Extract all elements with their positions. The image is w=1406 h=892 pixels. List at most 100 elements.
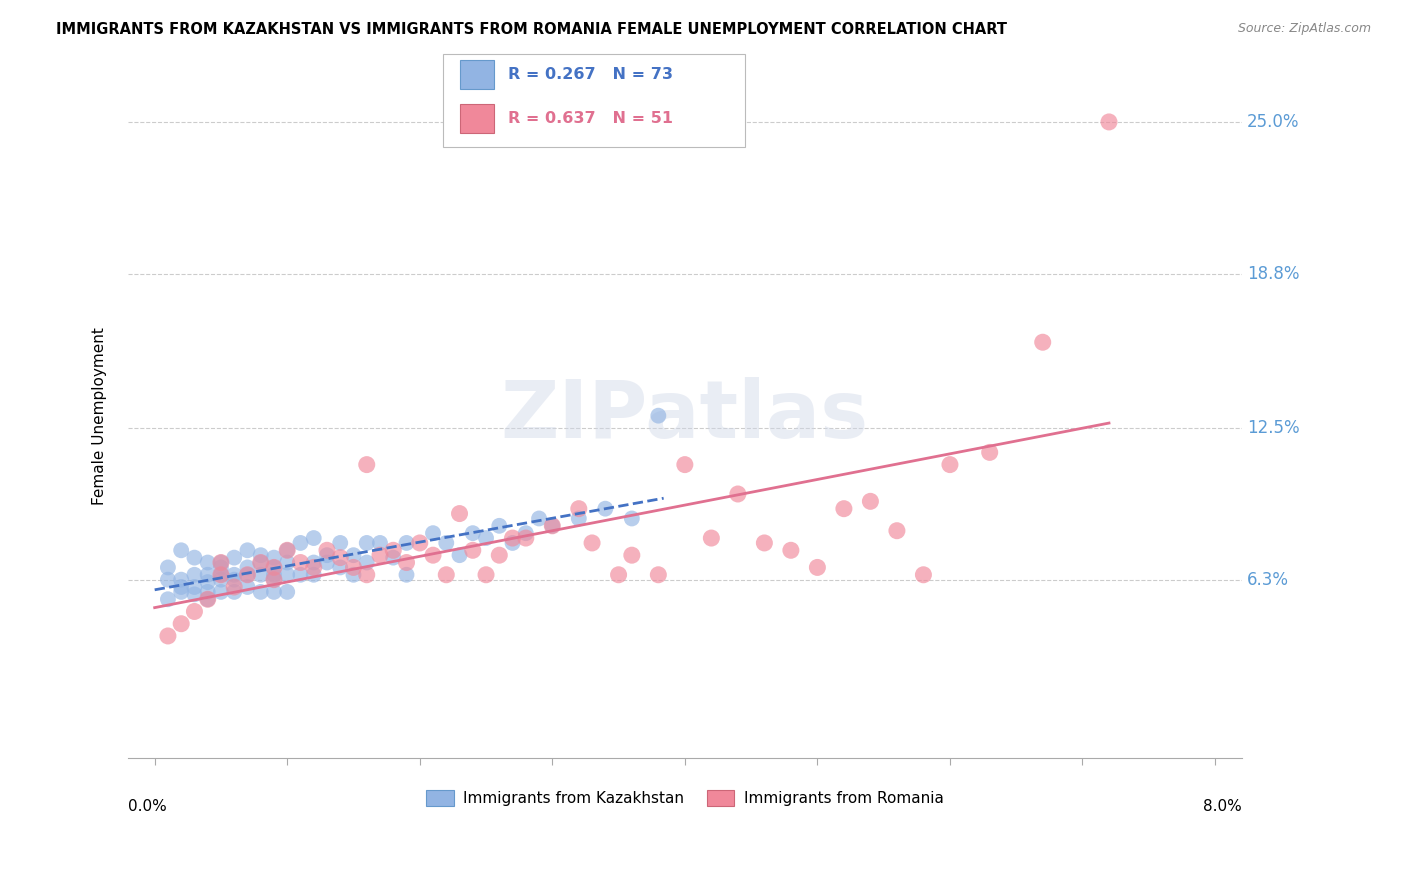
- Point: [368, 536, 391, 550]
- Text: IMMIGRANTS FROM KAZAKHSTAN VS IMMIGRANTS FROM ROMANIA FEMALE UNEMPLOYMENT CORREL: IMMIGRANTS FROM KAZAKHSTAN VS IMMIGRANTS…: [56, 22, 1007, 37]
- Text: 18.8%: 18.8%: [1247, 265, 1299, 283]
- Point: [209, 567, 232, 582]
- Point: [832, 501, 855, 516]
- Point: [329, 536, 352, 550]
- Point: [979, 445, 1001, 459]
- Point: [156, 560, 179, 574]
- Point: [886, 524, 908, 538]
- Point: [236, 567, 259, 582]
- Point: [434, 536, 457, 550]
- Point: [502, 531, 524, 545]
- Point: [780, 543, 803, 558]
- Point: [276, 585, 298, 599]
- Point: [673, 458, 696, 472]
- Point: [316, 543, 339, 558]
- Point: [342, 567, 364, 582]
- Point: [197, 592, 219, 607]
- Point: [276, 556, 298, 570]
- Point: [209, 567, 232, 582]
- Text: ZIPatlas: ZIPatlas: [501, 376, 869, 455]
- Point: [170, 580, 193, 594]
- Point: [209, 560, 232, 574]
- Point: [197, 575, 219, 590]
- Point: [183, 587, 205, 601]
- Point: [620, 548, 643, 562]
- Legend: Immigrants from Kazakhstan, Immigrants from Romania: Immigrants from Kazakhstan, Immigrants f…: [420, 784, 949, 813]
- Point: [276, 567, 298, 582]
- Point: [263, 560, 285, 574]
- Point: [209, 556, 232, 570]
- Text: Source: ZipAtlas.com: Source: ZipAtlas.com: [1237, 22, 1371, 36]
- Point: [541, 518, 564, 533]
- Point: [356, 556, 378, 570]
- Text: 12.5%: 12.5%: [1247, 419, 1299, 437]
- Point: [224, 567, 246, 582]
- Point: [700, 531, 723, 545]
- Point: [395, 567, 418, 582]
- Point: [290, 536, 312, 550]
- Point: [170, 573, 193, 587]
- Point: [342, 560, 364, 574]
- Point: [475, 531, 498, 545]
- Point: [527, 511, 550, 525]
- Point: [568, 511, 591, 525]
- Point: [329, 550, 352, 565]
- Point: [409, 536, 432, 550]
- Point: [368, 548, 391, 562]
- Point: [183, 567, 205, 582]
- Point: [316, 556, 339, 570]
- Point: [620, 511, 643, 525]
- Point: [249, 567, 271, 582]
- Point: [607, 567, 630, 582]
- Point: [224, 580, 246, 594]
- Point: [236, 580, 259, 594]
- Point: [859, 494, 882, 508]
- Point: [236, 560, 259, 574]
- Point: [515, 526, 537, 541]
- Point: [302, 560, 325, 574]
- Point: [449, 548, 471, 562]
- Point: [263, 573, 285, 587]
- Point: [647, 409, 669, 423]
- Point: [302, 556, 325, 570]
- Point: [156, 573, 179, 587]
- Point: [356, 567, 378, 582]
- Point: [422, 548, 444, 562]
- Text: R = 0.267   N = 73: R = 0.267 N = 73: [508, 67, 672, 82]
- Point: [488, 548, 510, 562]
- Point: [224, 550, 246, 565]
- Point: [197, 592, 219, 607]
- Point: [156, 592, 179, 607]
- Point: [595, 501, 617, 516]
- Point: [806, 560, 828, 574]
- Point: [568, 501, 591, 516]
- Point: [329, 560, 352, 574]
- Point: [290, 556, 312, 570]
- Point: [356, 458, 378, 472]
- Point: [647, 567, 669, 582]
- Point: [395, 536, 418, 550]
- Point: [541, 518, 564, 533]
- Point: [263, 573, 285, 587]
- Point: [434, 567, 457, 582]
- Text: R = 0.637   N = 51: R = 0.637 N = 51: [508, 111, 672, 126]
- Point: [236, 543, 259, 558]
- Point: [754, 536, 776, 550]
- Point: [1032, 335, 1054, 350]
- Point: [263, 585, 285, 599]
- Point: [515, 531, 537, 545]
- Text: 8.0%: 8.0%: [1202, 799, 1241, 814]
- Point: [461, 543, 484, 558]
- Point: [316, 548, 339, 562]
- Point: [302, 531, 325, 545]
- Point: [209, 556, 232, 570]
- Point: [197, 556, 219, 570]
- Point: [209, 573, 232, 587]
- Point: [290, 567, 312, 582]
- Point: [461, 526, 484, 541]
- Point: [224, 573, 246, 587]
- Point: [382, 550, 405, 565]
- Point: [502, 536, 524, 550]
- Point: [249, 556, 271, 570]
- Point: [939, 458, 962, 472]
